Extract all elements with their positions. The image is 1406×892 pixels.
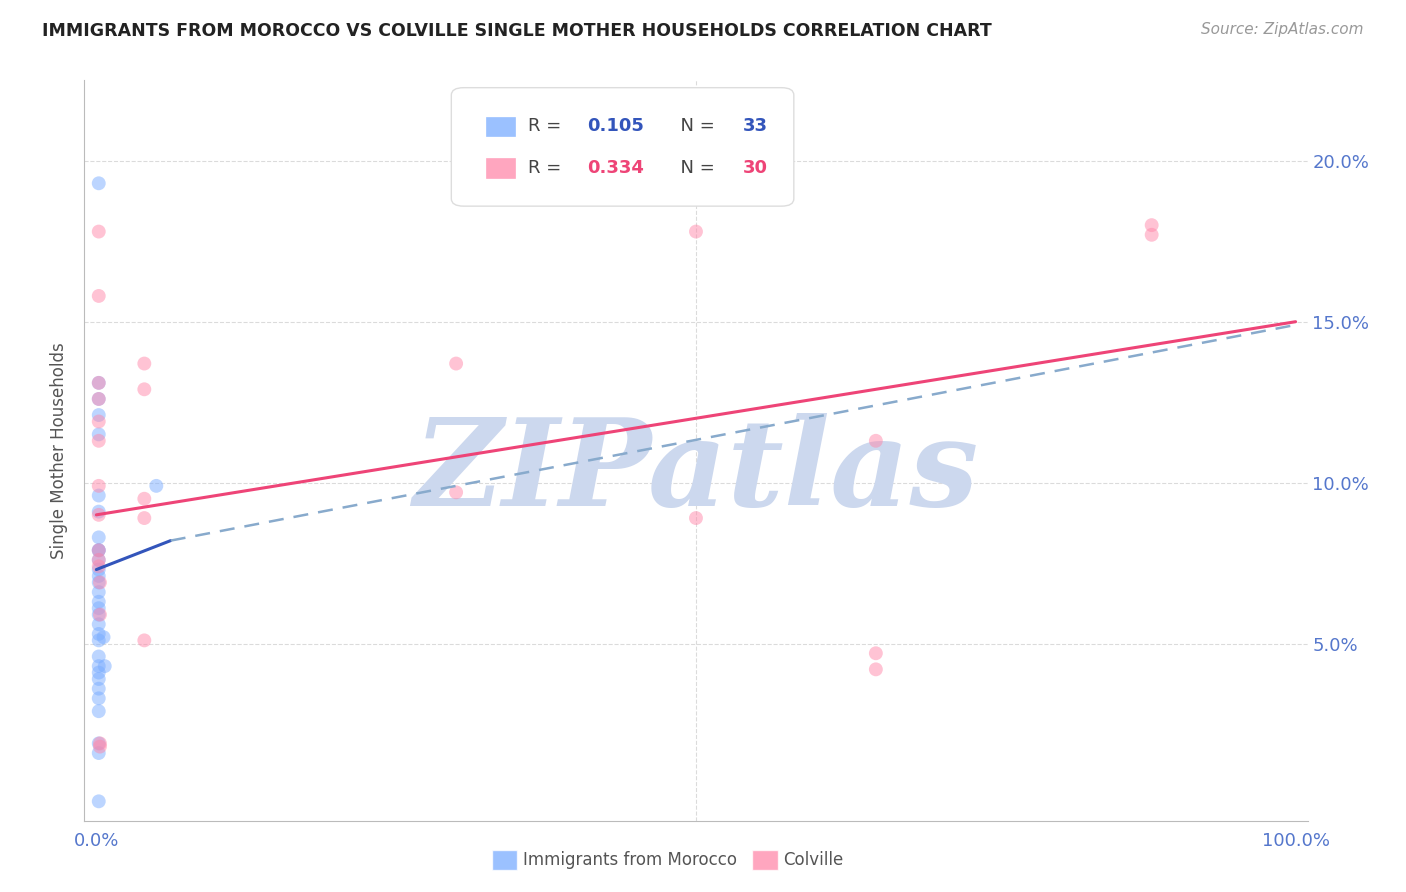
Point	[89, 607, 111, 622]
Point	[87, 585, 110, 599]
FancyBboxPatch shape	[451, 87, 794, 206]
Point	[87, 553, 110, 567]
Point	[87, 376, 110, 390]
Point	[93, 659, 117, 673]
Point	[865, 434, 887, 448]
Point	[87, 746, 110, 760]
Point	[87, 665, 110, 680]
Point	[87, 691, 110, 706]
Point	[134, 633, 156, 648]
Point	[87, 617, 110, 632]
Point	[87, 601, 110, 615]
Point	[87, 530, 110, 544]
Point	[87, 427, 110, 442]
Point	[93, 630, 115, 644]
Text: Source: ZipAtlas.com: Source: ZipAtlas.com	[1201, 22, 1364, 37]
FancyBboxPatch shape	[485, 117, 516, 137]
Text: N =: N =	[669, 159, 720, 177]
Point	[87, 569, 110, 583]
Text: R =: R =	[529, 117, 568, 136]
Point	[89, 736, 111, 750]
Point	[145, 479, 167, 493]
Point	[1140, 227, 1163, 242]
Point	[444, 485, 467, 500]
Point	[87, 649, 110, 664]
Text: ZIPatlas: ZIPatlas	[413, 413, 979, 532]
Point	[87, 704, 110, 718]
Point	[87, 559, 110, 574]
Point	[685, 511, 707, 525]
Text: 33: 33	[742, 117, 768, 136]
Point	[444, 357, 467, 371]
Point	[87, 563, 110, 577]
Point	[1140, 218, 1163, 232]
Point	[87, 659, 110, 673]
Point	[87, 489, 110, 503]
Point	[87, 627, 110, 641]
Point	[685, 183, 707, 197]
Text: 0.334: 0.334	[588, 159, 644, 177]
Text: 0.105: 0.105	[588, 117, 644, 136]
Point	[87, 376, 110, 390]
Text: R =: R =	[529, 159, 568, 177]
Point	[87, 508, 110, 522]
Point	[87, 289, 110, 303]
Point	[87, 681, 110, 696]
Point	[134, 511, 156, 525]
Point	[87, 543, 110, 558]
Point	[87, 595, 110, 609]
Point	[134, 491, 156, 506]
Text: Colville: Colville	[783, 851, 844, 869]
Point	[87, 505, 110, 519]
Point	[89, 739, 111, 754]
Point	[87, 434, 110, 448]
Point	[87, 543, 110, 558]
Text: N =: N =	[669, 117, 720, 136]
Point	[87, 633, 110, 648]
Y-axis label: Single Mother Households: Single Mother Households	[51, 343, 69, 558]
Point	[87, 553, 110, 567]
Point	[87, 672, 110, 686]
Point	[87, 736, 110, 750]
Text: 30: 30	[742, 159, 768, 177]
Point	[87, 392, 110, 406]
Point	[87, 479, 110, 493]
Point	[87, 607, 110, 622]
Text: IMMIGRANTS FROM MOROCCO VS COLVILLE SINGLE MOTHER HOUSEHOLDS CORRELATION CHART: IMMIGRANTS FROM MOROCCO VS COLVILLE SING…	[42, 22, 991, 40]
Point	[87, 415, 110, 429]
Point	[865, 662, 887, 676]
Text: Immigrants from Morocco: Immigrants from Morocco	[523, 851, 737, 869]
Point	[87, 575, 110, 590]
Point	[87, 794, 110, 808]
Point	[87, 543, 110, 558]
Point	[87, 176, 110, 190]
Point	[87, 408, 110, 422]
Point	[685, 225, 707, 239]
Point	[89, 575, 111, 590]
Point	[134, 382, 156, 396]
Point	[865, 646, 887, 660]
Point	[87, 225, 110, 239]
FancyBboxPatch shape	[485, 158, 516, 178]
Point	[134, 357, 156, 371]
Point	[87, 392, 110, 406]
